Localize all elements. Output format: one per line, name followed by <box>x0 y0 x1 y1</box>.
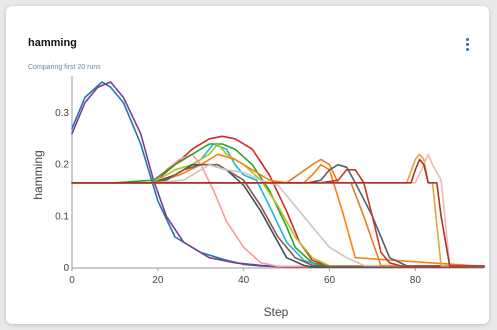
series-line <box>71 163 485 268</box>
plot-area: 0 20 40 60 80 0 0.1 0.2 0.3 <box>55 76 485 286</box>
x-tick-label: 40 <box>238 275 250 286</box>
series-line <box>71 163 485 268</box>
series-line <box>71 158 485 267</box>
series-line <box>71 169 485 268</box>
series-line <box>71 143 485 268</box>
series-line <box>71 163 485 267</box>
x-tick-label: 80 <box>410 275 422 286</box>
series-line <box>71 81 485 268</box>
chart-panel <box>6 6 489 324</box>
panel-title: hamming <box>28 37 77 49</box>
series-line <box>71 81 485 268</box>
series-line <box>71 158 485 267</box>
kebab-menu-icon[interactable] <box>462 38 472 56</box>
panel-subtitle: Comparing first 20 runs <box>28 64 101 71</box>
x-tick-label: 0 <box>69 275 75 286</box>
y-tick-label: 0 <box>63 263 69 274</box>
series-line <box>71 143 485 267</box>
y-tick-label: 0.3 <box>55 108 69 119</box>
y-axis-label: hamming <box>31 150 45 199</box>
series-line <box>71 135 485 268</box>
y-tick-label: 0.1 <box>55 211 69 222</box>
series-line <box>71 163 485 268</box>
x-tick-label: 20 <box>152 275 164 286</box>
x-axis-label: Step <box>264 305 289 319</box>
y-tick-label: 0.2 <box>55 160 69 171</box>
x-tick-label: 60 <box>324 275 336 286</box>
